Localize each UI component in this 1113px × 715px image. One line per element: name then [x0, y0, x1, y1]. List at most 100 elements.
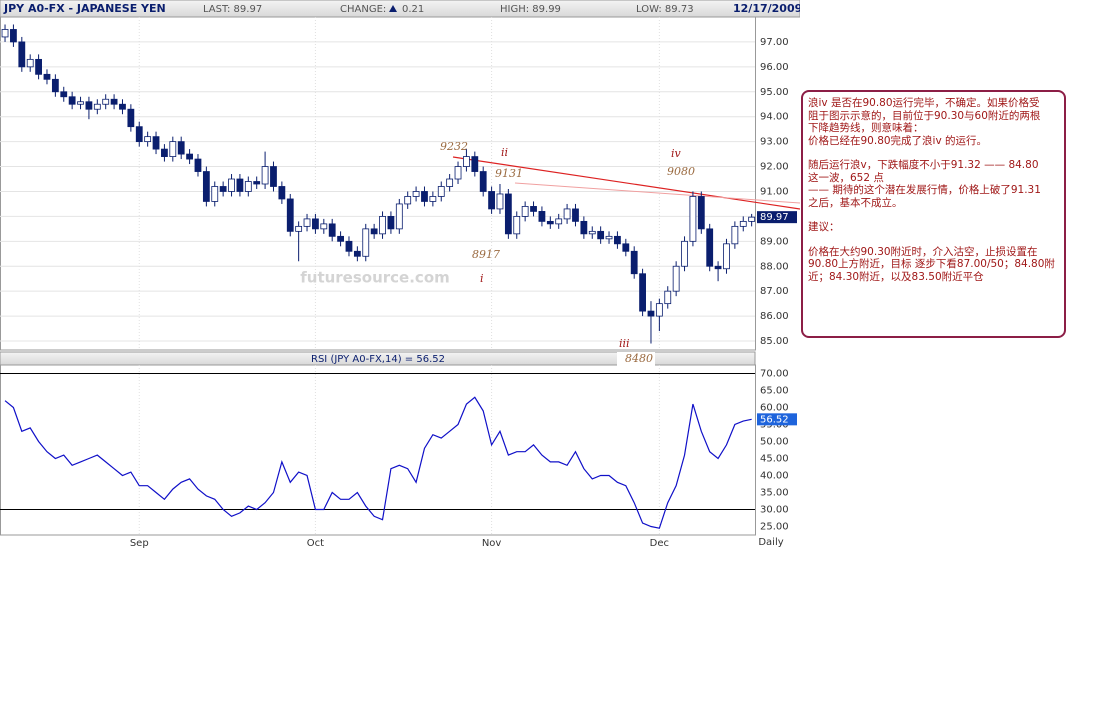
candle-body [681, 240, 688, 267]
y-tick-label: 87.00 [760, 286, 789, 297]
y-tick-label: 91.00 [760, 186, 789, 197]
candle-body [639, 273, 646, 312]
candle-body [278, 186, 286, 200]
comment-box: 浪iv 是否在90.80运行完毕，不确定。如果价格受 阻于图示示意的，目前位于90… [801, 90, 1066, 338]
candle-body [572, 208, 579, 222]
symbol: JPY A0-FX - JAPANESE YEN [3, 2, 166, 15]
up-arrow [389, 5, 397, 12]
candle-body [463, 156, 470, 167]
candle-body [286, 198, 294, 232]
y-tick-label: 94.00 [760, 112, 789, 123]
candle-body [437, 186, 445, 197]
last-price-label: 89.97 [760, 212, 789, 223]
candle-body [664, 290, 672, 305]
x-tick-label: Oct [307, 538, 324, 549]
candle-body [328, 223, 336, 237]
candle-body [362, 228, 370, 257]
annotation: 8917 [472, 248, 500, 261]
candle-body [228, 178, 235, 192]
label-mask [617, 352, 655, 380]
candle-body [202, 171, 210, 202]
candle-body [421, 191, 428, 202]
candle-body [395, 203, 403, 230]
note-line: —— 期待的这个潜在发展行情，价格上破了91.31 [808, 184, 1041, 196]
candle-body [18, 41, 26, 68]
note-line: 这一波，652 点 [808, 171, 884, 184]
candle-body [479, 171, 487, 192]
candle-body [186, 153, 193, 160]
candle-body [404, 196, 412, 205]
candle-body [110, 98, 118, 105]
note-line: 随后运行浪v，下跌幅度不小于91.32 —— 84.80 [808, 159, 1039, 171]
candle-body [161, 148, 168, 157]
note-line: 价格在大约90.30附近时，介入沽空，止损设置在 [808, 245, 1038, 258]
high: HIGH: 89.99 [500, 4, 561, 15]
low: LOW: 89.73 [636, 4, 694, 15]
candle-body [731, 225, 739, 245]
period-label: Daily [758, 537, 783, 548]
note-line: 价格已经在90.80完成了浪iv 的运行。 [808, 134, 988, 147]
candle-body [546, 220, 554, 225]
rsi-title: RSI (JPY A0-FX,14) = 56.52 [311, 354, 445, 365]
y-tick-label: 60.00 [760, 403, 789, 414]
candle-body [379, 216, 386, 235]
x-tick-label: Nov [482, 538, 502, 549]
price-frame [0, 16, 756, 351]
y-tick-label: 50.00 [760, 437, 789, 448]
candle-body [102, 98, 110, 105]
candle-body [51, 78, 59, 93]
candle-body [261, 166, 269, 185]
y-tick-label: 96.00 [760, 62, 789, 73]
candle-body [345, 240, 353, 252]
candle-body [77, 101, 84, 105]
candle-body [412, 191, 420, 197]
candle-body [723, 243, 730, 270]
candle-body [270, 166, 277, 187]
y-tick-label: 97.00 [760, 37, 789, 48]
candle-body [538, 211, 546, 222]
note-line: 之后，基本不成立。 [808, 196, 903, 209]
candle-body [169, 141, 177, 157]
candle-body [714, 265, 722, 270]
candle-body [488, 191, 495, 210]
candle-body [605, 235, 613, 240]
y-tick-label: 65.00 [760, 386, 789, 397]
last: LAST: 89.97 [203, 4, 262, 15]
candle-body [597, 230, 605, 240]
note-line: 90.80上方附近，目标 逐步下看87.00/50；84.80附 [808, 258, 1055, 270]
paragraph: 随后运行浪v，下跌幅度不小于91.32 —— 84.80 这一波，652 点 —— … [808, 159, 1059, 209]
y-tick-label: 45.00 [760, 454, 789, 465]
candle-body [496, 193, 504, 210]
annotation: 9080 [667, 165, 695, 178]
candle-body [630, 250, 638, 275]
candle-body [446, 178, 454, 187]
last-price-box [757, 211, 797, 224]
annotation: iv [671, 147, 682, 160]
trendline [452, 156, 800, 210]
candle-body [26, 58, 34, 68]
annotation: ii [501, 146, 508, 159]
rsi-line [4, 396, 752, 529]
note-line: 阻于图示示意的，目前位于90.30与60附近的两根 [808, 109, 1041, 122]
y-tick-label: 88.00 [760, 261, 789, 272]
candle-body [144, 136, 152, 143]
x-tick-label: Dec [650, 538, 669, 549]
annotation: 9232 [440, 140, 468, 153]
chart: JPY A0-FX - JAPANESE YEN LAST: 89.97 CHA… [0, 0, 800, 549]
paragraph: 浪iv 是否在90.80运行完毕，不确定。如果价格受 阻于图示示意的，目前位于90… [808, 97, 1059, 147]
candle-body [580, 220, 588, 235]
note-line: 近；84.30附近，以及83.50附近平仓 [808, 270, 984, 283]
y-tick-label: 95.00 [760, 87, 789, 98]
y-tick-label: 30.00 [760, 505, 789, 516]
annotation: 8480 [625, 352, 653, 365]
candle-body [337, 235, 344, 242]
candle-body [588, 230, 596, 235]
note-line: 浪iv 是否在90.80运行完毕，不确定。如果价格受 [808, 97, 1040, 109]
candle-body [521, 206, 529, 217]
y-tick-label: 89.00 [760, 236, 789, 247]
note-line: 建议： [808, 221, 840, 233]
candle-body [353, 250, 361, 257]
candle-body [706, 228, 714, 267]
candle-body [236, 178, 244, 192]
annotation: i [480, 272, 484, 285]
